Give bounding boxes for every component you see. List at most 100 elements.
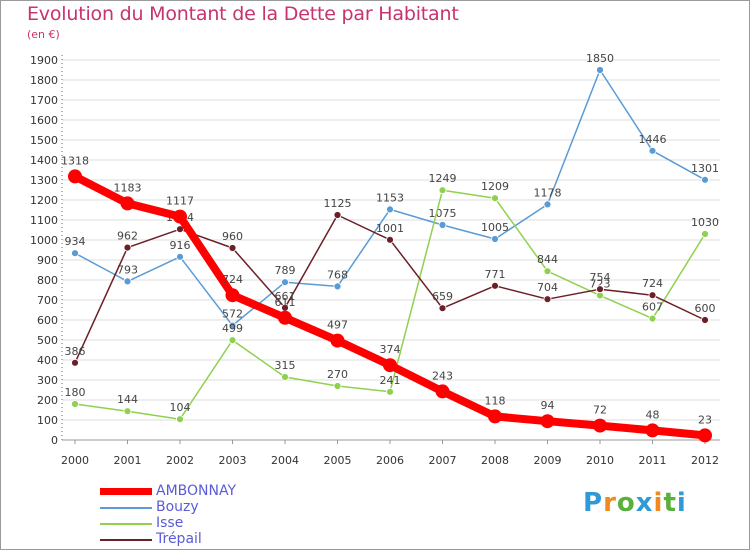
data-label-isse: 241 (380, 374, 401, 387)
data-label-trpail: 661 (275, 290, 296, 303)
data-point-bouzy (648, 146, 657, 155)
data-label-trpail: 960 (222, 230, 243, 243)
data-label-ambonnay: 118 (485, 394, 506, 407)
data-point-trpail (123, 243, 132, 252)
data-label-trpail: 386 (65, 345, 86, 358)
y-tick-label: 800 (37, 274, 58, 287)
x-tick-label: 2001 (114, 454, 142, 467)
data-point-trpail (438, 304, 447, 313)
data-label-ambonnay: 374 (380, 343, 401, 356)
y-tick-label: 700 (37, 294, 58, 307)
data-point-trpail (71, 358, 79, 367)
data-label-bouzy: 1075 (429, 207, 457, 220)
data-label-ambonnay: 72 (593, 404, 607, 417)
x-tick-label: 2008 (481, 454, 509, 467)
y-tick-label: 300 (37, 374, 58, 387)
data-point-bouzy (281, 278, 289, 287)
data-point-trpail (228, 244, 237, 252)
data-point-isse (438, 186, 447, 195)
data-label-trpail: 1001 (376, 222, 404, 235)
data-point-bouzy (491, 235, 499, 243)
y-tick-label: 0 (51, 434, 58, 447)
data-point-isse (543, 267, 552, 276)
data-point-bouzy (228, 321, 237, 330)
data-point-bouzy (438, 221, 447, 229)
data-label-trpail: 771 (485, 268, 506, 281)
data-label-trpail: 600 (695, 302, 716, 315)
y-tick-label: 400 (37, 354, 58, 367)
data-label-bouzy: 934 (65, 235, 86, 248)
x-tick-label: 2000 (61, 454, 89, 467)
data-point-bouzy (543, 200, 552, 209)
data-label-bouzy: 768 (327, 268, 348, 281)
data-point-ambonnay (435, 384, 450, 399)
y-tick-label: 1100 (30, 214, 58, 227)
legend-label: Isse (156, 515, 184, 531)
legend-swatch-isse (100, 523, 152, 525)
data-label-ambonnay: 94 (541, 399, 555, 412)
data-point-isse (491, 194, 499, 203)
data-label-bouzy: 1005 (481, 221, 509, 234)
y-tick-label: 1600 (30, 114, 58, 127)
x-tick-label: 2006 (376, 454, 404, 467)
data-label-trpail: 962 (117, 230, 138, 243)
data-label-isse: 1249 (429, 172, 457, 185)
data-label-trpail: 704 (537, 281, 558, 294)
data-label-ambonnay: 48 (646, 408, 660, 421)
data-label-isse: 270 (327, 368, 348, 381)
data-point-ambonnay (488, 409, 502, 424)
data-label-isse: 180 (65, 386, 86, 399)
data-label-bouzy: 572 (222, 308, 243, 321)
data-label-bouzy: 1446 (639, 133, 667, 146)
data-label-isse: 607 (642, 301, 663, 314)
data-label-bouzy: 1178 (534, 186, 562, 199)
data-point-bouzy (71, 249, 79, 258)
data-label-ambonnay: 1117 (166, 195, 194, 208)
x-tick-label: 2010 (586, 454, 614, 467)
data-point-bouzy (386, 205, 394, 214)
data-point-isse (123, 407, 132, 416)
data-point-bouzy (333, 282, 342, 291)
data-label-ambonnay: 1318 (61, 154, 89, 167)
data-label-ambonnay: 243 (432, 369, 453, 382)
data-label-isse: 723 (590, 277, 611, 290)
y-tick-label: 500 (37, 334, 58, 347)
y-tick-label: 1200 (30, 194, 58, 207)
data-point-bouzy (596, 66, 604, 74)
data-label-trpail: 724 (642, 277, 663, 290)
legend-label: Bouzy (156, 499, 199, 515)
data-point-isse (281, 373, 289, 381)
data-point-isse (176, 415, 184, 424)
data-label-isse: 1030 (691, 216, 719, 229)
data-point-bouzy (176, 252, 184, 261)
data-point-trpail (543, 295, 552, 304)
y-tick-label: 1300 (30, 174, 58, 187)
data-label-trpail: 659 (432, 290, 453, 303)
x-tick-label: 2012 (691, 454, 719, 467)
y-tick-label: 1000 (30, 234, 58, 247)
chart-subtitle: (en €) (27, 28, 60, 41)
x-tick-label: 2003 (219, 454, 247, 467)
data-label-bouzy: 1301 (691, 162, 719, 175)
y-tick-label: 1500 (30, 134, 58, 147)
data-label-isse: 315 (275, 359, 296, 372)
y-tick-label: 1400 (30, 154, 58, 167)
x-tick-label: 2004 (271, 454, 299, 467)
data-point-trpail (701, 316, 709, 324)
data-point-isse (228, 336, 237, 345)
data-point-trpail (333, 211, 342, 219)
data-point-trpail (176, 225, 184, 234)
chart-title: Evolution du Montant de la Dette par Hab… (27, 3, 459, 25)
data-label-isse: 144 (117, 393, 138, 406)
data-label-isse: 844 (537, 253, 558, 266)
data-label-trpail: 1125 (324, 197, 352, 210)
data-label-ambonnay: 23 (698, 413, 712, 426)
data-label-bouzy: 793 (117, 263, 138, 276)
data-point-isse (648, 314, 657, 323)
data-point-ambonnay (173, 209, 187, 224)
data-point-isse (701, 230, 709, 238)
data-label-ambonnay: 497 (327, 319, 348, 332)
data-point-ambonnay (593, 418, 607, 433)
data-point-ambonnay (540, 414, 555, 429)
